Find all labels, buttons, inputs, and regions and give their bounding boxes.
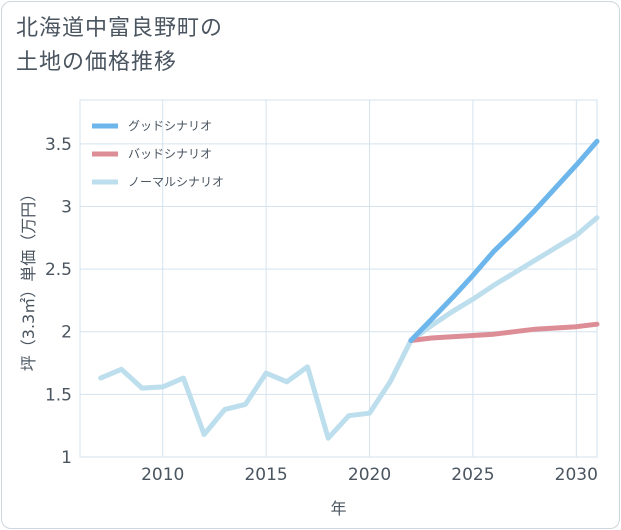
x-tick-label: 2030 bbox=[555, 465, 598, 485]
legend-label-1: バッドシナリオ bbox=[128, 147, 212, 161]
chart-title: 北海道中富良野町の 土地の価格推移 bbox=[16, 12, 223, 80]
x-axis-title: 年 bbox=[330, 499, 346, 518]
series-line-1 bbox=[408, 321, 600, 343]
series-line-0 bbox=[408, 138, 600, 343]
y-tick-label: 1 bbox=[61, 448, 72, 468]
chart-title-line1: 北海道中富良野町の bbox=[16, 16, 224, 41]
x-tick-label: 2010 bbox=[141, 465, 184, 485]
x-tick-label: 2015 bbox=[244, 465, 287, 485]
legend-label-0: グッドシナリオ bbox=[128, 119, 212, 133]
y-tick-label: 2.5 bbox=[45, 260, 72, 280]
legend-label-2: ノーマルシナリオ bbox=[128, 175, 224, 189]
y-tick-label: 1.5 bbox=[45, 385, 72, 405]
y-axis-title: 坪（3.3㎡）単価（万円） bbox=[19, 186, 38, 371]
y-tick-label: 3 bbox=[61, 197, 72, 217]
y-tick-label: 3.5 bbox=[45, 135, 72, 155]
series-line-2 bbox=[98, 215, 600, 441]
chart-title-line2: 土地の価格推移 bbox=[16, 50, 178, 75]
x-tick-label: 2020 bbox=[348, 465, 391, 485]
series-layer bbox=[98, 138, 600, 441]
y-axis-ticks: 1 1.5 2 2.5 3 3.5 bbox=[45, 135, 72, 468]
x-axis-ticks: 2010 2015 2020 2025 2030 bbox=[141, 465, 598, 485]
x-tick-label: 2025 bbox=[451, 465, 494, 485]
grid bbox=[79, 99, 598, 458]
y-tick-label: 2 bbox=[61, 323, 72, 343]
